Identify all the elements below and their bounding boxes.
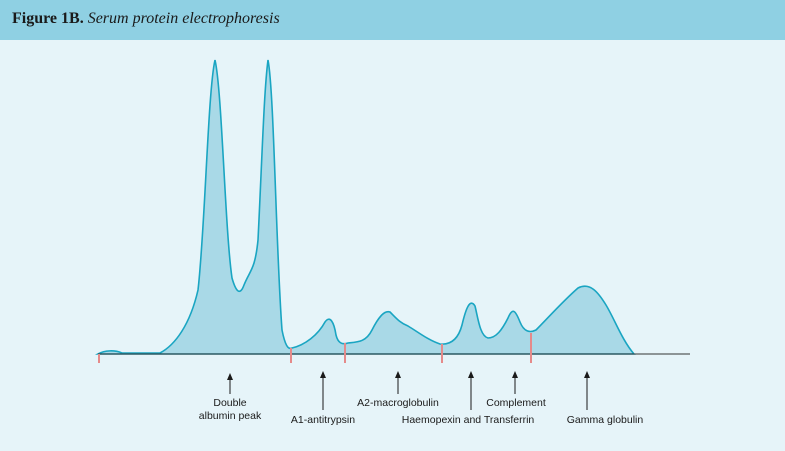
electrophoresis-curve [94, 59, 636, 355]
figure-title: Figure 1B. Serum protein electrophoresis [12, 10, 280, 28]
a1-antitrypsin-label: A1-antitrypsin [291, 414, 355, 426]
a2-macroglobulin-label: A2-macroglobulin [357, 397, 439, 409]
albumin-label-line2: albumin peak [199, 410, 262, 422]
electrophoresis-diagram: Double albumin peak A1-antitrypsin A2-ma… [94, 59, 690, 426]
arrow-a1-antitrypsin [320, 371, 326, 410]
complement-label: Complement [486, 397, 546, 409]
gamma-globulin-label: Gamma globulin [567, 414, 644, 426]
arrow-a2-macroglobulin [395, 371, 401, 394]
figure-label: Figure 1B. [12, 10, 84, 27]
albumin-label-line1: Double [213, 397, 246, 409]
figure-header: Figure 1B. Serum protein electrophoresis [0, 0, 785, 40]
arrow-haemopexin [468, 371, 474, 410]
arrow-gamma-globulin [584, 371, 590, 410]
figure-caption: Serum protein electrophoresis [87, 10, 280, 27]
arrow-albumin [227, 373, 233, 394]
arrow-complement [512, 371, 518, 394]
haemopexin-transferrin-label: Haemopexin and Transferrin [402, 414, 535, 426]
